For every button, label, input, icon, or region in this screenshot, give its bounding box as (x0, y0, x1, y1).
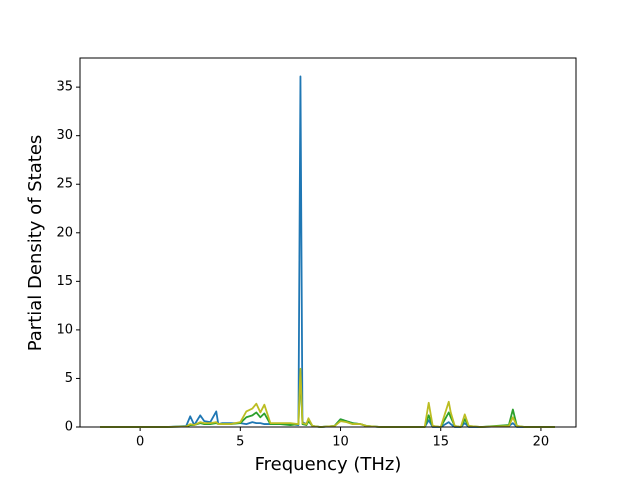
y-tick-label: 5 (65, 371, 73, 386)
pdos-line (100, 372, 555, 428)
x-tick-label: 15 (432, 435, 449, 450)
x-axis-label: Frequency (THz) (255, 454, 402, 475)
y-tick-label: 35 (56, 80, 73, 95)
x-tick-label: 0 (136, 435, 144, 450)
y-tick-label: 15 (56, 274, 73, 289)
x-tick-label: 5 (236, 435, 244, 450)
y-tick-label: 25 (56, 177, 73, 192)
x-tick-label: 20 (533, 435, 550, 450)
pdos-line (100, 367, 555, 428)
pdos-line (100, 75, 555, 428)
y-axis-label: Partial Density of States (25, 135, 46, 352)
y-tick-label: 20 (56, 225, 73, 240)
y-tick-label: 10 (56, 322, 73, 337)
plot-frame (79, 57, 577, 428)
x-tick-label: 10 (332, 435, 349, 450)
y-tick-label: 30 (56, 128, 73, 143)
y-tick-label: 0 (65, 420, 73, 435)
